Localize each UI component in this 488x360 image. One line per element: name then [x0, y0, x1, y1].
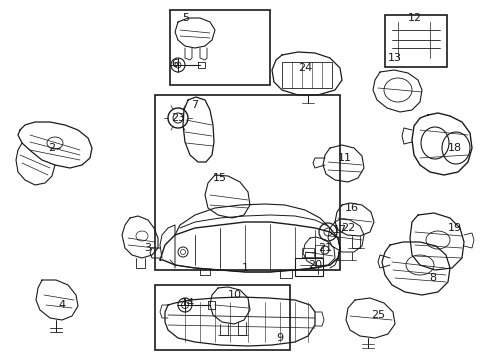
Text: 13: 13: [387, 53, 401, 63]
Bar: [294, 258, 323, 276]
Bar: [384, 15, 446, 67]
Text: 6: 6: [171, 59, 178, 69]
Text: 5: 5: [182, 13, 189, 23]
Bar: [314, 245, 323, 257]
Bar: [302, 248, 313, 257]
Text: 17: 17: [332, 225, 346, 235]
Text: 14: 14: [181, 298, 195, 308]
Text: 22: 22: [340, 223, 354, 233]
Text: 23: 23: [171, 113, 184, 123]
Text: 3: 3: [144, 243, 151, 253]
Text: 11: 11: [337, 153, 351, 163]
Bar: [155, 285, 289, 350]
Text: 9: 9: [276, 333, 283, 343]
Text: 7: 7: [191, 100, 198, 110]
Text: 2: 2: [48, 143, 56, 153]
Text: 18: 18: [447, 143, 461, 153]
Text: 24: 24: [297, 63, 311, 73]
Bar: [282, 62, 331, 88]
Bar: [170, 10, 269, 85]
Text: 21: 21: [317, 243, 331, 253]
Text: 16: 16: [345, 203, 358, 213]
Text: 1: 1: [241, 263, 248, 273]
Text: 8: 8: [428, 273, 436, 283]
Text: 4: 4: [59, 300, 65, 310]
Text: 19: 19: [447, 223, 461, 233]
Text: 25: 25: [370, 310, 384, 320]
Text: 12: 12: [407, 13, 421, 23]
Bar: [155, 95, 339, 270]
Text: 20: 20: [307, 260, 322, 270]
Text: 15: 15: [213, 173, 226, 183]
Text: 10: 10: [227, 290, 242, 300]
